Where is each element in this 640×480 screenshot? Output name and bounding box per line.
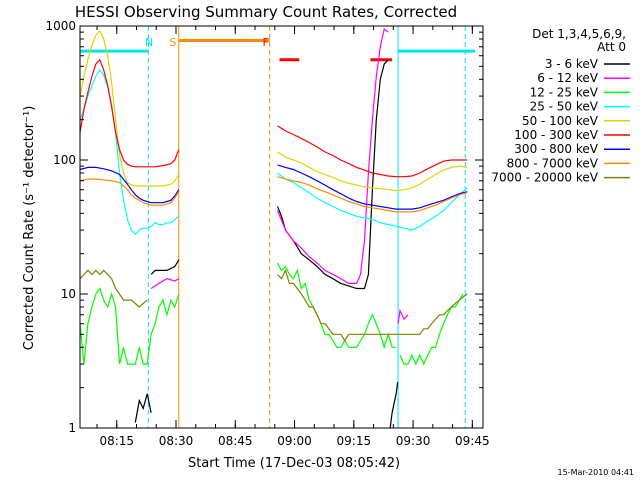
legend-header-line2: Att 0 [597,40,626,54]
series-0-segment-0 [134,393,152,423]
marker-s: S [169,36,176,49]
series-1-segment-1 [276,27,389,284]
series-5 [79,58,468,178]
series-0-segment-1 [150,259,180,275]
x-tick-label: 09:45 [455,434,490,448]
plot-area: 1 10 100 1000 08:15 08:30 08:45 09:00 09:15 09:30… [45,19,489,448]
axis-ticks: 1 10 100 1000 08:15 08:30 08:45 09:00 09:15 09:30… [45,19,489,448]
series-4 [79,29,468,192]
series-1-segment-0 [150,278,180,290]
series-7-segment-0 [79,178,180,206]
series-6 [79,164,468,210]
x-tick-label: 09:00 [277,434,312,448]
marker-n: N [145,36,153,49]
x-tick-label: 08:15 [99,434,134,448]
series-8 [79,268,468,342]
series-6-segment-0 [79,166,180,204]
legend-label-2: 12 - 25 keV [530,85,599,99]
series-2-segment-0 [79,287,180,365]
series-lines [79,27,468,429]
y-axis-label: Corrected Count Rate (s⁻¹ detector⁻¹) [22,106,37,351]
y-tick-label: 10 [61,287,76,301]
legend-label-8: 7000 - 20000 keV [491,171,598,185]
series-4-segment-1 [277,151,468,192]
series-1-segment-2 [397,308,409,324]
y-tick-label: 100 [53,153,76,167]
status-bars [80,38,476,62]
y-tick-label: 1000 [45,19,76,33]
series-8-segment-1 [277,268,468,342]
series-3 [79,68,468,235]
generation-timestamp: 15-Mar-2010 04:41 [558,468,635,477]
x-tick-label: 08:45 [218,434,253,448]
x-axis-label: Start Time (17-Dec-03 08:05:42) [188,456,400,471]
series-2 [79,262,464,366]
series-7 [79,176,468,213]
legend-label-3: 25 - 50 keV [530,100,599,114]
legend-label-7: 800 - 7000 keV [507,156,599,170]
series-4-segment-0 [79,29,180,187]
series-3-segment-0 [79,68,180,235]
legend-label-4: 50 - 100 keV [522,114,599,128]
legend-label-0: 3 - 6 keV [545,57,599,71]
series-8-segment-0 [79,269,148,308]
marker-f: F [263,36,269,49]
x-tick-label: 09:30 [396,434,431,448]
series-0-segment-3 [389,382,399,429]
legend-label-5: 100 - 300 keV [514,128,598,142]
plot-frame [79,25,484,429]
series-2-segment-2 [399,293,464,366]
y-tick-label: 1 [68,421,76,435]
series-6-segment-1 [277,164,468,210]
legend-label-1: 6 - 12 keV [537,71,599,85]
series-1 [150,27,409,324]
x-tick-label: 09:15 [337,434,372,448]
x-tick-label: 08:30 [159,434,194,448]
series-5-segment-1 [277,125,468,178]
chart-title: HESSI Observing Summary Count Rates, Cor… [75,3,457,21]
legend-header-line1: Det 1,3,4,5,6,9, [532,27,626,41]
series-2-segment-1 [276,262,397,350]
series-7-segment-1 [277,176,468,213]
series-3-segment-1 [277,172,468,231]
legend-label-6: 300 - 800 keV [514,142,598,156]
series-5-segment-0 [79,58,180,168]
